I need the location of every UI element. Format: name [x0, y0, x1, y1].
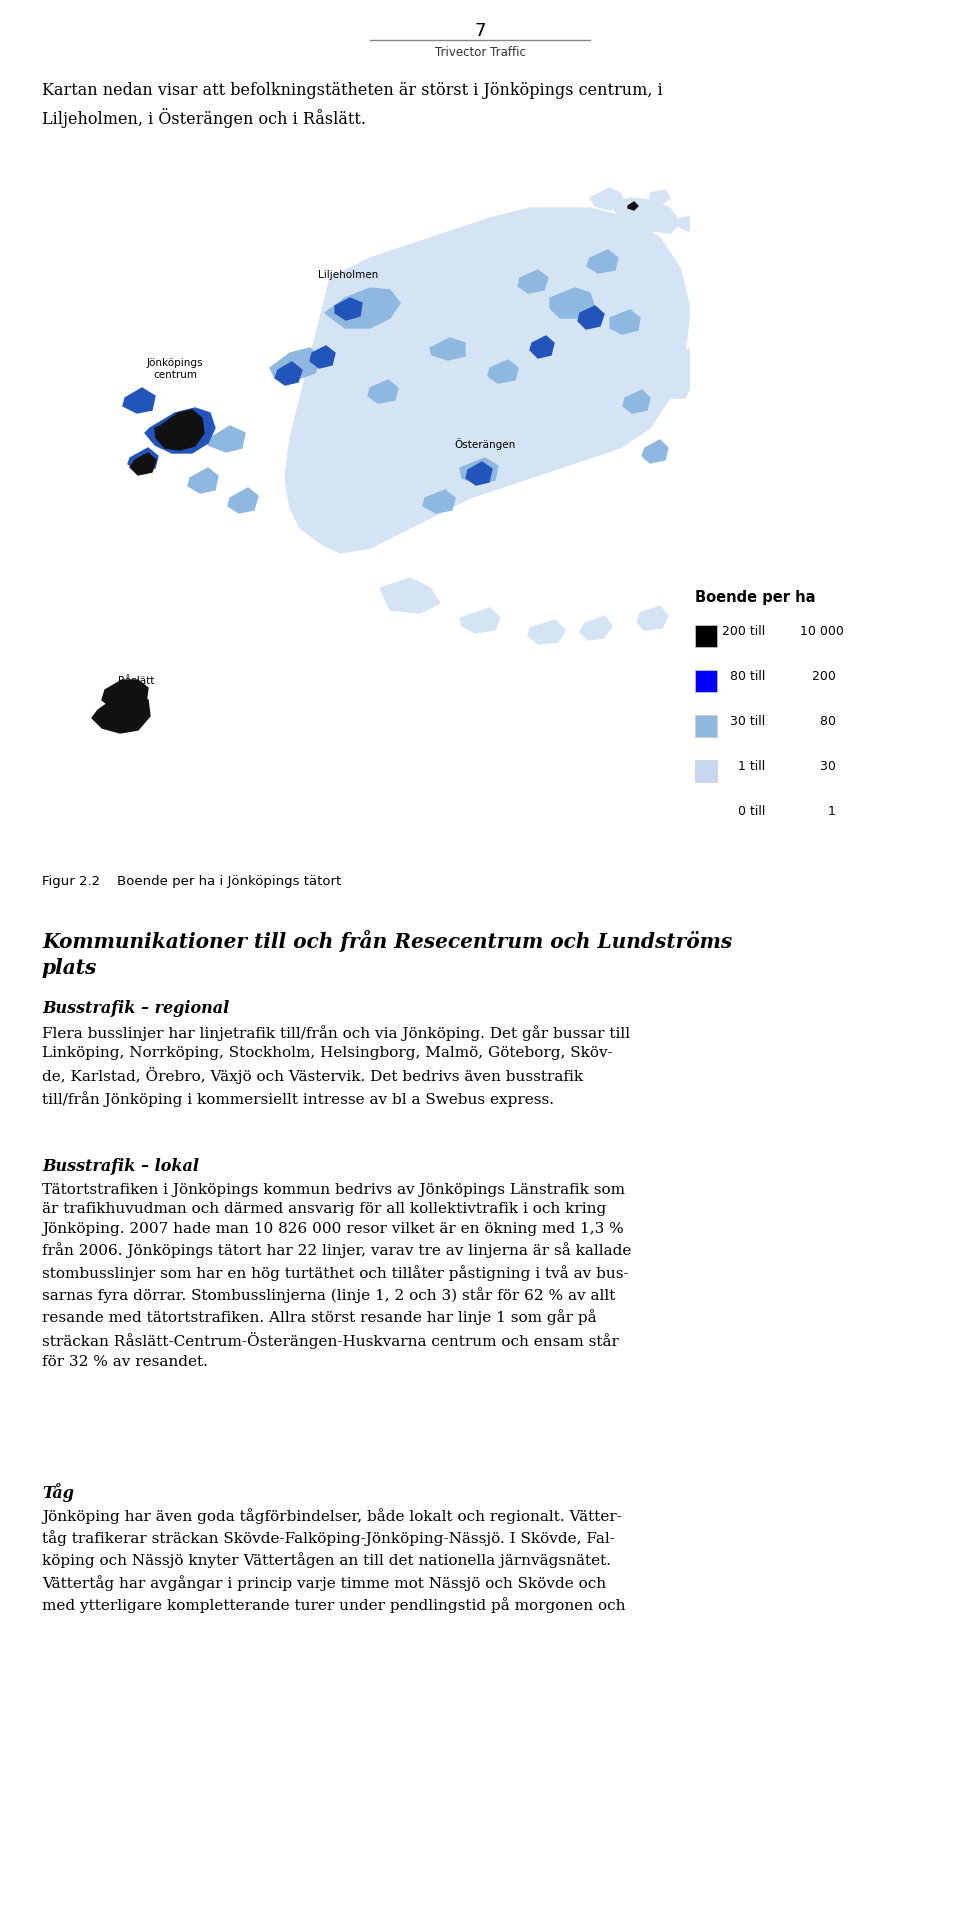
Polygon shape — [275, 362, 302, 385]
Text: Flera busslinjer har linjetrafik till/från och via Jönköping. Det går bussar til: Flera busslinjer har linjetrafik till/fr… — [42, 1025, 630, 1107]
Polygon shape — [466, 463, 492, 486]
Polygon shape — [123, 389, 155, 413]
Text: Kommunikationer till och från Resecentrum och Lundströms
plats: Kommunikationer till och från Resecentru… — [42, 930, 732, 977]
Polygon shape — [610, 311, 640, 333]
Polygon shape — [530, 335, 554, 358]
Polygon shape — [155, 410, 204, 450]
Text: Trivector Traffic: Trivector Traffic — [435, 46, 525, 59]
Text: 80 till: 80 till — [722, 671, 765, 684]
Polygon shape — [285, 208, 690, 552]
Polygon shape — [488, 360, 518, 383]
Text: Österängen: Österängen — [454, 438, 516, 450]
Polygon shape — [637, 606, 668, 631]
Text: Liljeholmen: Liljeholmen — [318, 271, 378, 280]
Text: 1 till: 1 till — [722, 760, 765, 773]
Text: 200 till: 200 till — [722, 625, 765, 638]
Text: Boende per ha: Boende per ha — [695, 591, 815, 606]
Bar — [695, 714, 717, 737]
Polygon shape — [92, 693, 150, 733]
Polygon shape — [208, 427, 245, 451]
Polygon shape — [587, 250, 618, 272]
Polygon shape — [590, 189, 625, 210]
Polygon shape — [188, 469, 218, 493]
Bar — [695, 671, 717, 692]
Text: Busstrafik – lokal: Busstrafik – lokal — [42, 1158, 199, 1175]
Polygon shape — [578, 307, 604, 330]
Polygon shape — [518, 271, 548, 293]
Text: 30: 30 — [800, 760, 836, 773]
Polygon shape — [325, 288, 400, 328]
Polygon shape — [310, 347, 335, 368]
Text: 80: 80 — [800, 714, 836, 728]
Bar — [695, 625, 717, 648]
Polygon shape — [128, 448, 158, 471]
Polygon shape — [145, 408, 215, 453]
Polygon shape — [380, 577, 440, 613]
Polygon shape — [228, 488, 258, 512]
Polygon shape — [430, 337, 465, 360]
Text: Tätortstrafiken i Jönköpings kommun bedrivs av Jönköpings Länstrafik som
är traf: Tätortstrafiken i Jönköpings kommun bedr… — [42, 1183, 632, 1370]
Polygon shape — [642, 440, 668, 463]
Polygon shape — [102, 680, 148, 711]
Polygon shape — [623, 391, 650, 413]
Text: Jönköpings
centrum: Jönköpings centrum — [147, 358, 204, 379]
Text: 30 till: 30 till — [722, 714, 765, 728]
Polygon shape — [650, 190, 670, 204]
Polygon shape — [460, 608, 500, 632]
Text: 1: 1 — [800, 806, 836, 817]
Text: 0 till: 0 till — [722, 806, 765, 817]
Text: 7: 7 — [474, 23, 486, 40]
Polygon shape — [130, 453, 156, 474]
Polygon shape — [368, 379, 398, 404]
Text: Jönköping har även goda tågförbindelser, både lokalt och regionalt. Vätter-
tåg : Jönköping har även goda tågförbindelser,… — [42, 1509, 626, 1614]
Text: Busstrafik – regional: Busstrafik – regional — [42, 1000, 229, 1017]
Polygon shape — [678, 215, 698, 231]
Bar — [695, 760, 717, 781]
Text: 10 000: 10 000 — [800, 625, 844, 638]
Polygon shape — [423, 490, 455, 512]
Polygon shape — [270, 349, 320, 379]
Polygon shape — [580, 615, 612, 640]
Polygon shape — [460, 457, 498, 484]
Text: Kartan nedan visar att befolkningstätheten är störst i Jönköpings centrum, i
Lil: Kartan nedan visar att befolkningstäthet… — [42, 82, 662, 128]
Polygon shape — [550, 288, 595, 318]
Text: Tåg: Tåg — [42, 1482, 74, 1501]
Text: Råslätt: Råslätt — [118, 676, 155, 686]
Polygon shape — [610, 198, 680, 232]
Text: 200: 200 — [800, 671, 836, 684]
Polygon shape — [528, 619, 565, 644]
Polygon shape — [670, 349, 695, 398]
Polygon shape — [335, 297, 362, 320]
Polygon shape — [628, 202, 638, 210]
Text: Figur 2.2    Boende per ha i Jönköpings tätort: Figur 2.2 Boende per ha i Jönköpings tät… — [42, 874, 341, 888]
